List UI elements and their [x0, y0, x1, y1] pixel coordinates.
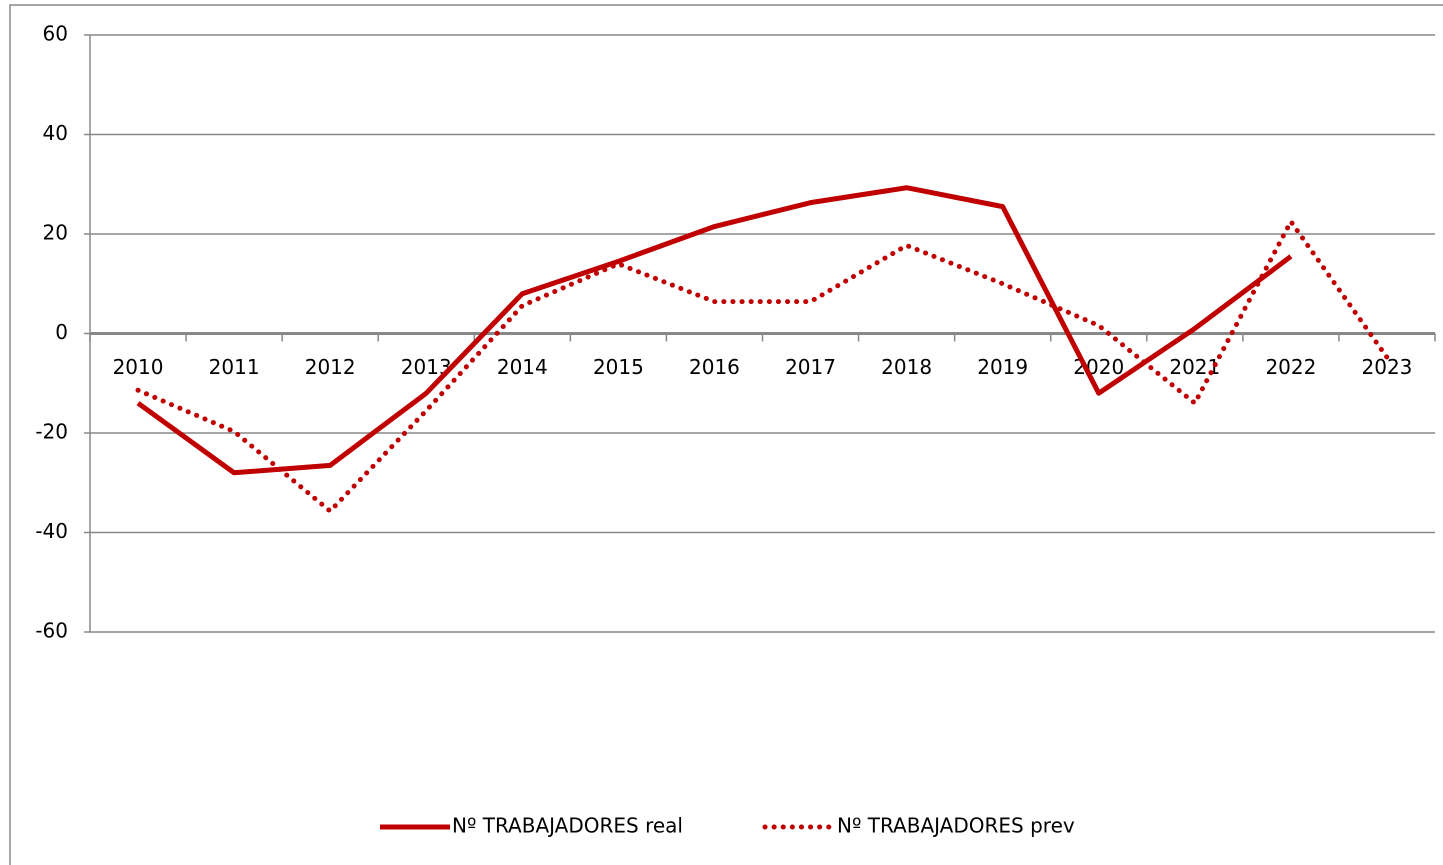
legend-label: Nº TRABAJADORES real — [452, 814, 683, 838]
x-tick-label: 2010 — [113, 355, 164, 379]
x-tick-label: 2018 — [881, 355, 932, 379]
x-tick-label: 2011 — [209, 355, 260, 379]
x-tick-label: 2016 — [689, 355, 740, 379]
series-line — [135, 216, 1390, 515]
y-tick-label: 60 — [43, 22, 68, 46]
y-tick-label: 40 — [43, 121, 68, 145]
x-tick-label: 2014 — [497, 355, 548, 379]
y-tick-label: -40 — [35, 519, 68, 543]
y-tick-label: 20 — [43, 221, 68, 245]
x-tick-label: 2021 — [1169, 355, 1220, 379]
x-tick-label: 2012 — [305, 355, 356, 379]
x-tick-label: 2015 — [593, 355, 644, 379]
chart-border — [9, 4, 1443, 865]
x-tick-label: 2019 — [977, 355, 1028, 379]
y-tick-label: -20 — [35, 420, 68, 444]
legend-label: Nº TRABAJADORES prev — [837, 814, 1075, 838]
series-line — [136, 185, 1293, 476]
y-tick-label: -60 — [35, 619, 68, 643]
x-tick-label: 2017 — [785, 355, 836, 379]
y-tick-label: 0 — [55, 320, 68, 344]
x-tick-label: 2022 — [1265, 355, 1316, 379]
